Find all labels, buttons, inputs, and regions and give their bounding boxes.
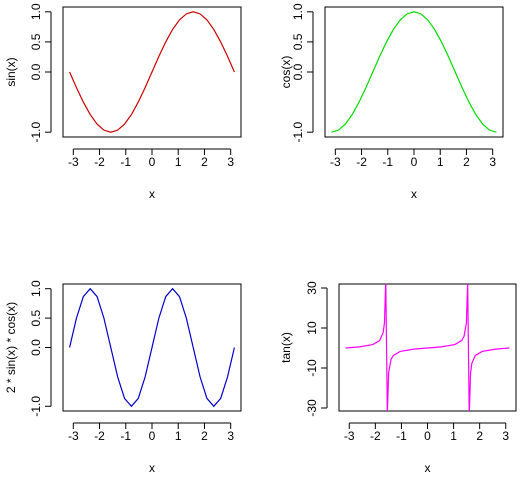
curve <box>69 11 235 133</box>
x-tick-label: -1 <box>120 429 131 443</box>
curve <box>345 284 510 411</box>
x-tick-label: 0 <box>149 429 156 443</box>
x-tick-label: 3 <box>489 155 496 169</box>
x-tick-label: -2 <box>94 155 105 169</box>
y-tick-label: 0.5 <box>29 33 43 50</box>
x-tick-label: 1 <box>175 429 182 443</box>
y-axis-label: 2 * sin(x) * cos(x) <box>4 302 18 393</box>
x-tick-label: -1 <box>396 429 407 443</box>
y-tick-label: -1.0 <box>29 122 43 143</box>
y-tick-label: -1.0 <box>29 396 43 417</box>
x-tick-label: -2 <box>356 155 367 169</box>
x-axis-label: x <box>425 461 431 475</box>
x-tick-label: 0 <box>424 429 431 443</box>
x-tick-label: 3 <box>502 429 509 443</box>
x-tick-label: -3 <box>330 155 341 169</box>
y-tick-label: -1.0 <box>291 122 305 143</box>
x-axis-label: x <box>411 187 417 201</box>
plot-box <box>62 283 242 412</box>
x-tick-label: -2 <box>94 429 105 443</box>
x-tick-label: 3 <box>227 429 234 443</box>
y-tick-label: 0.5 <box>29 309 43 326</box>
y-tick-label: 0.0 <box>29 63 43 80</box>
x-tick-label: 2 <box>476 429 483 443</box>
x-axis-label: x <box>149 187 155 201</box>
curve <box>331 11 497 133</box>
y-tick-label: 0.0 <box>29 339 43 356</box>
x-tick-label: -1 <box>382 155 393 169</box>
x-tick-label: 3 <box>227 155 234 169</box>
y-tick-label: 1.0 <box>291 3 305 20</box>
y-tick-label: 1.0 <box>29 3 43 20</box>
x-tick-label: 1 <box>437 155 444 169</box>
x-tick-label: 2 <box>201 429 208 443</box>
y-tick-label: 1.0 <box>29 280 43 297</box>
y-tick-label: 10 <box>305 321 319 335</box>
y-tick-label: 0.5 <box>291 33 305 50</box>
x-tick-label: -3 <box>68 429 79 443</box>
x-tick-label: 0 <box>411 155 418 169</box>
x-axis-label: x <box>149 461 155 475</box>
x-tick-label: 0 <box>149 155 156 169</box>
y-axis-label: tan(x) <box>279 332 293 363</box>
y-axis-label: sin(x) <box>4 57 18 86</box>
x-tick-label: -3 <box>344 429 355 443</box>
y-tick-label: -10 <box>305 359 319 377</box>
x-tick-label: -2 <box>370 429 381 443</box>
x-tick-label: 1 <box>450 429 457 443</box>
plot-box <box>324 6 504 138</box>
x-tick-label: 1 <box>175 155 182 169</box>
y-tick-label: 0.0 <box>291 63 305 80</box>
x-tick-label: -3 <box>68 155 79 169</box>
x-tick-label: 2 <box>463 155 470 169</box>
plot-box <box>338 283 517 412</box>
plot-box <box>62 6 242 138</box>
y-tick-label: -30 <box>305 399 319 417</box>
y-axis-label: cos(x) <box>279 56 293 89</box>
x-tick-label: -1 <box>120 155 131 169</box>
x-tick-label: 2 <box>201 155 208 169</box>
y-tick-label: 30 <box>305 281 319 295</box>
curve <box>68 287 236 408</box>
